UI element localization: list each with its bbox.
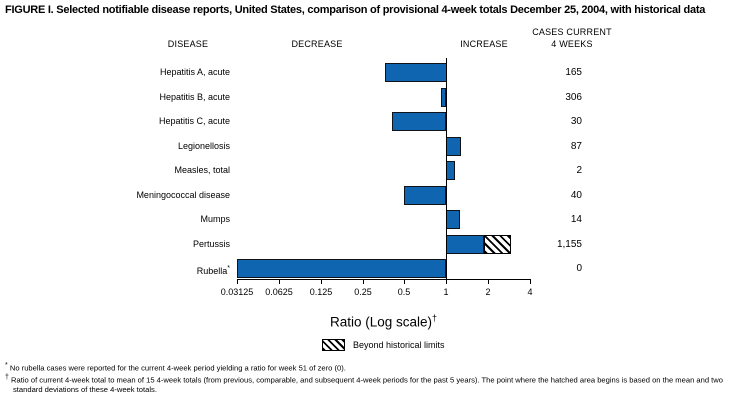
disease-label: Pertussis xyxy=(0,235,230,254)
disease-label: Mumps xyxy=(0,210,230,229)
column-header-cases-line1: CASES CURRENT xyxy=(532,27,612,37)
disease-label-text: Legionellosis xyxy=(177,141,230,151)
ratio-bar xyxy=(446,235,484,254)
disease-label: Legionellosis xyxy=(0,137,230,156)
x-axis-tick xyxy=(404,280,405,284)
beyond-limits-bar xyxy=(484,235,511,254)
disease-label-text: Pertussis xyxy=(192,239,230,249)
footnote-text: Ratio of current 4-week total to mean of… xyxy=(11,375,724,395)
disease-label-text: Meningococcal disease xyxy=(136,190,230,200)
cases-value: 40 xyxy=(570,190,582,201)
x-axis-tick-label: 0.25 xyxy=(354,287,372,297)
x-axis-line xyxy=(237,279,531,280)
x-axis-tick xyxy=(237,280,238,284)
cases-value: 14 xyxy=(570,214,582,225)
cases-value: 306 xyxy=(565,92,582,103)
legend-label: Beyond historical limits xyxy=(353,340,445,350)
x-axis-tick-label: 2 xyxy=(485,287,491,297)
disease-label: Meningococcal disease xyxy=(0,186,230,205)
ratio-bar xyxy=(446,137,461,156)
figure-title: FIGURE I. Selected notifiable disease re… xyxy=(5,4,706,16)
disease-label-text: Hepatitis B, acute xyxy=(159,92,230,102)
x-axis-tick xyxy=(530,280,531,284)
x-axis-title-dagger: † xyxy=(432,313,438,323)
disease-label-text: Rubella xyxy=(196,266,228,276)
disease-label-text: Hepatitis C, acute xyxy=(158,116,230,126)
disease-label-text: Measles, total xyxy=(174,165,230,175)
disease-label-text: Hepatitis A, acute xyxy=(159,67,230,77)
column-header-disease: DISEASE xyxy=(167,39,209,49)
x-axis-tick xyxy=(446,280,447,284)
x-axis-title-text: Ratio (Log scale) xyxy=(329,314,433,330)
footnotes: * No rubella cases were reported for the… xyxy=(5,361,739,395)
ratio-bar xyxy=(446,161,455,180)
footnote-marker: † xyxy=(5,374,9,382)
cases-value: 0 xyxy=(576,263,582,274)
column-header-decrease: DECREASE xyxy=(291,39,343,49)
x-axis-tick xyxy=(488,280,489,284)
disease-label: Hepatitis B, acute xyxy=(0,88,230,107)
column-header-increase: INCREASE xyxy=(460,39,508,49)
x-axis-title: Ratio (Log scale)† xyxy=(237,313,530,330)
ratio-bar xyxy=(385,63,447,82)
footnote-text: No rubella cases were reported for the c… xyxy=(9,363,346,373)
baseline-ratio-1 xyxy=(446,58,447,280)
footnote-dagger: † Ratio of current 4-week total to mean … xyxy=(5,373,739,395)
disease-label: Rubella* xyxy=(0,259,230,281)
cases-value: 87 xyxy=(570,141,582,152)
cases-value: 165 xyxy=(565,67,582,78)
ratio-bar xyxy=(404,186,446,205)
disease-label: Hepatitis A, acute xyxy=(0,63,230,82)
x-axis-tick xyxy=(279,280,280,284)
x-axis-tick-label: 1 xyxy=(443,287,449,297)
disease-label-text: Mumps xyxy=(200,214,230,224)
ratio-bar xyxy=(392,112,446,131)
cases-value: 1,155 xyxy=(556,239,582,250)
cases-value: 2 xyxy=(576,165,582,176)
x-axis-tick-label: 0.0625 xyxy=(265,287,293,297)
disease-label: Measles, total xyxy=(0,161,230,180)
footnote-marker: * xyxy=(5,362,8,369)
x-axis-tick xyxy=(321,280,322,284)
disease-label-superscript: * xyxy=(227,265,230,272)
footnote-asterisk: * No rubella cases were reported for the… xyxy=(5,361,739,373)
chart-legend: Beyond historical limits xyxy=(322,339,445,351)
disease-label: Hepatitis C, acute xyxy=(0,112,230,131)
x-axis-tick-label: 0.5 xyxy=(397,287,411,297)
x-axis-tick-label: 0.125 xyxy=(309,287,333,297)
x-axis-tick xyxy=(363,280,364,284)
beyond-limits-hatch-swatch xyxy=(322,339,345,351)
column-header-cases-line2: 4 WEEKS xyxy=(551,39,593,49)
ratio-bar xyxy=(237,259,446,278)
ratio-bar xyxy=(441,88,446,107)
ratio-bar xyxy=(446,210,460,229)
x-axis-tick-label: 0.03125 xyxy=(220,287,254,297)
x-axis-tick-label: 4 xyxy=(527,287,533,297)
cases-value: 30 xyxy=(570,116,582,127)
